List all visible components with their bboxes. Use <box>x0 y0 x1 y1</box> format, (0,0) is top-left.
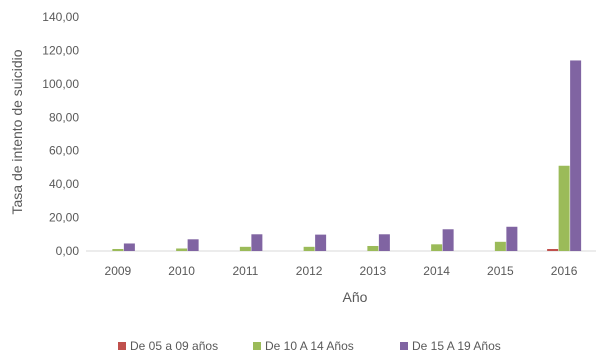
legend-label: De 05 a 09 años <box>130 339 218 353</box>
y-axis-ticks: 0,00 20,00 40,00 60,00 80,00 100,00 120,00 140,… <box>42 10 79 258</box>
y-tick-label: 80,00 <box>49 110 79 124</box>
bar <box>112 249 123 251</box>
legend-label: De 15 A 19 Años <box>412 339 501 353</box>
bar <box>379 234 390 251</box>
x-tick-label: 2015 <box>487 264 514 278</box>
x-tick-label: 2016 <box>551 264 578 278</box>
bar <box>315 235 326 251</box>
y-tick-label: 140,00 <box>42 10 79 24</box>
y-tick-label: 100,00 <box>42 77 79 91</box>
bar <box>240 247 251 251</box>
bar <box>443 229 454 251</box>
y-tick-label: 120,00 <box>42 43 79 57</box>
y-tick-label: 40,00 <box>49 177 79 191</box>
bar <box>188 239 199 251</box>
x-tick-label: 2012 <box>296 264 323 278</box>
bar <box>304 247 315 251</box>
bar <box>506 227 517 251</box>
bar <box>547 249 558 251</box>
x-tick-label: 2010 <box>168 264 195 278</box>
bar <box>431 244 442 251</box>
y-axis-title: Tasa de intento de suicidio <box>9 49 25 214</box>
y-tick-label: 20,00 <box>49 211 79 225</box>
bars <box>112 60 581 251</box>
x-tick-label: 2009 <box>105 264 132 278</box>
legend-swatch <box>253 342 261 350</box>
x-axis-ticks: 2009 2010 2011 2012 2013 2014 2015 2016 <box>105 264 578 278</box>
legend-swatch <box>400 342 408 350</box>
x-axis-title: Año <box>343 289 368 305</box>
bar <box>124 243 135 251</box>
bar <box>251 234 262 251</box>
x-tick-label: 2014 <box>423 264 450 278</box>
bar <box>495 242 506 251</box>
legend-label: De 10 A 14 Años <box>265 339 354 353</box>
legend-swatch <box>118 342 126 350</box>
bar <box>367 246 378 251</box>
x-tick-label: 2013 <box>360 264 387 278</box>
y-tick-label: 60,00 <box>49 144 79 158</box>
legend: De 05 a 09 años De 10 A 14 Años De 15 A 19… <box>118 339 501 353</box>
bar <box>570 60 581 251</box>
y-tick-label: 0,00 <box>56 244 80 258</box>
bar <box>559 166 570 251</box>
bar <box>176 248 187 251</box>
x-tick-label: 2011 <box>232 264 258 278</box>
